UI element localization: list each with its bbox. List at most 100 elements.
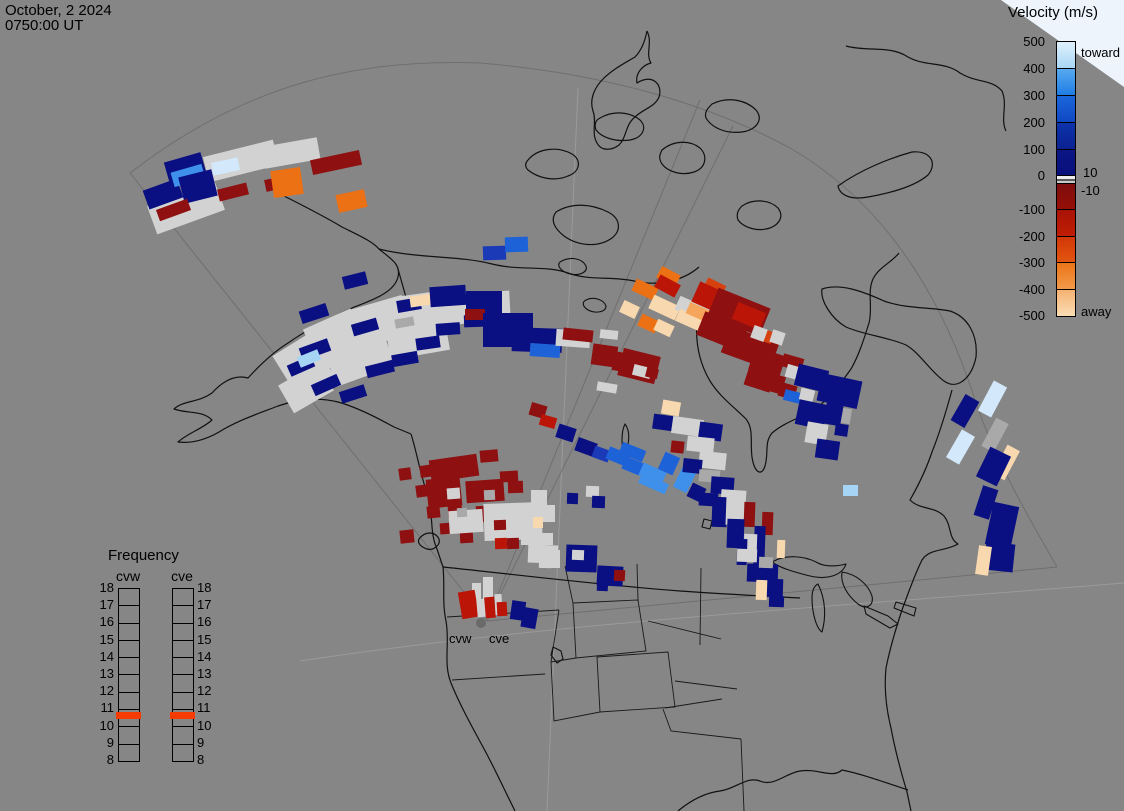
frequency-scale-cell: [173, 589, 193, 607]
velocity-cell: [571, 549, 585, 561]
velocity-cell: [975, 545, 992, 576]
frequency-scale-cell: [119, 693, 139, 711]
frequency-tick-label: 14: [197, 648, 212, 664]
velocity-cell: [533, 517, 543, 528]
velocity-cell: [653, 318, 675, 338]
date-text: October, 2 2024: [5, 2, 112, 19]
velocity-cell: [743, 501, 756, 528]
frequency-scale-cell: [173, 710, 193, 728]
colorbar-segment: [1057, 69, 1075, 96]
colorbar-tick-label: 400: [1023, 61, 1045, 76]
colorbar-segment: [1057, 290, 1075, 316]
velocity-cell: [599, 329, 619, 340]
frequency-tick-label: 17: [99, 597, 114, 613]
frequency-scale-cell: [173, 675, 193, 693]
radar-site-label-cvw: cvw: [449, 631, 472, 646]
velocity-cell: [981, 417, 1009, 453]
frequency-tick-label: 11: [197, 700, 211, 716]
frequency-scale-cell: [173, 606, 193, 624]
velocity-cell: [446, 487, 461, 500]
colorbar-segment: [1057, 184, 1075, 210]
velocity-cell: [765, 578, 784, 598]
velocity-cell: [419, 464, 436, 478]
frequency-tick-label: 16: [197, 614, 212, 630]
frequency-scale-cell: [173, 745, 193, 761]
colorbar-tick-label: 100: [1023, 142, 1045, 157]
colorbar-tick-label: 200: [1023, 115, 1045, 130]
velocity-cell: [399, 529, 415, 544]
velocity-cell: [479, 449, 499, 463]
velocity-cell: [504, 236, 529, 253]
velocity-cell: [950, 394, 980, 428]
velocity-cell: [521, 533, 553, 545]
velocity-cell: [493, 519, 507, 531]
colorbar-toward-label: toward: [1081, 45, 1121, 60]
frequency-column-label-cve: cve: [171, 568, 193, 584]
velocity-cell: [415, 484, 429, 498]
velocity-cell: [482, 245, 507, 261]
velocity-cell: [483, 489, 496, 501]
frequency-scale-cell: [119, 710, 139, 728]
frequency-scale-cell: [119, 606, 139, 624]
frequency-tick-label: 17: [197, 597, 212, 613]
frequency-scale-cell: [119, 658, 139, 676]
radar-site-dot: [476, 618, 486, 628]
colorbar-segment: [1057, 150, 1075, 176]
frequency-marker-cvw: [116, 712, 141, 719]
velocity-cell: [429, 284, 467, 308]
velocity-colorbar: [1056, 41, 1076, 317]
velocity-cell: [398, 467, 412, 481]
frequency-scale-cell: [173, 727, 193, 745]
frequency-legend-title: Frequency: [108, 547, 179, 564]
colorbar-segment: [1057, 123, 1075, 150]
frequency-scale-cell: [173, 641, 193, 659]
frequency-tick-label: 9: [106, 734, 114, 750]
great-lakes: [550, 257, 917, 664]
velocity-cell: [814, 438, 841, 461]
velocity-cell: [506, 537, 520, 550]
velocity-cell: [483, 577, 493, 606]
frequency-scale-cvw: [118, 588, 140, 762]
velocity-cell: [494, 537, 508, 550]
velocity-cell: [435, 322, 461, 336]
frequency-scale-cell: [173, 624, 193, 641]
velocity-cell: [591, 495, 606, 509]
frequency-scale-cell: [119, 727, 139, 745]
velocity-cell: [843, 485, 858, 496]
velocity-cell: [977, 380, 1008, 418]
frequency-scale-cell: [173, 658, 193, 676]
colorbar-neg-threshold-label: -10: [1081, 183, 1100, 198]
frequency-column-label-cvw: cvw: [115, 568, 141, 584]
frequency-tick-label: 14: [99, 648, 114, 664]
colorbar-segment: [1057, 237, 1075, 263]
colorbar-segment: [1057, 42, 1075, 69]
colorbar-segment: [1057, 176, 1075, 184]
colorbar-pos-threshold-label: 10: [1083, 165, 1098, 180]
colorbar-segment: [1057, 96, 1075, 123]
colorbar-tick-label: 300: [1023, 88, 1045, 103]
velocity-cell: [538, 414, 558, 429]
frequency-tick-label: 8: [197, 752, 205, 767]
frequency-scale-cell: [119, 641, 139, 659]
velocity-cell: [341, 271, 369, 290]
velocity-cell: [540, 550, 560, 568]
frequency-tick-label: 11: [100, 700, 115, 716]
velocity-cell: [596, 381, 618, 394]
frequency-tick-label: 13: [99, 666, 114, 681]
velocity-cell: [619, 300, 640, 319]
frequency-tick-label: 10: [197, 717, 212, 733]
velocity-cell: [758, 556, 774, 569]
radar-site-label-cve: cve: [489, 631, 510, 646]
frequency-tick-label: 15: [99, 631, 114, 647]
velocity-cell: [660, 399, 682, 417]
colorbar-tick-label: -500: [1018, 308, 1045, 323]
velocity-cell: [335, 189, 368, 213]
velocity-cell: [726, 518, 745, 549]
velocity-cell: [555, 423, 577, 443]
frequency-tick-label: 9: [197, 734, 205, 750]
frequency-scale-cell: [119, 589, 139, 607]
colorbar-tick-label: -400: [1018, 282, 1045, 297]
velocity-cell: [834, 423, 849, 437]
velocity-cell: [596, 579, 609, 592]
velocity-cell: [472, 583, 481, 600]
